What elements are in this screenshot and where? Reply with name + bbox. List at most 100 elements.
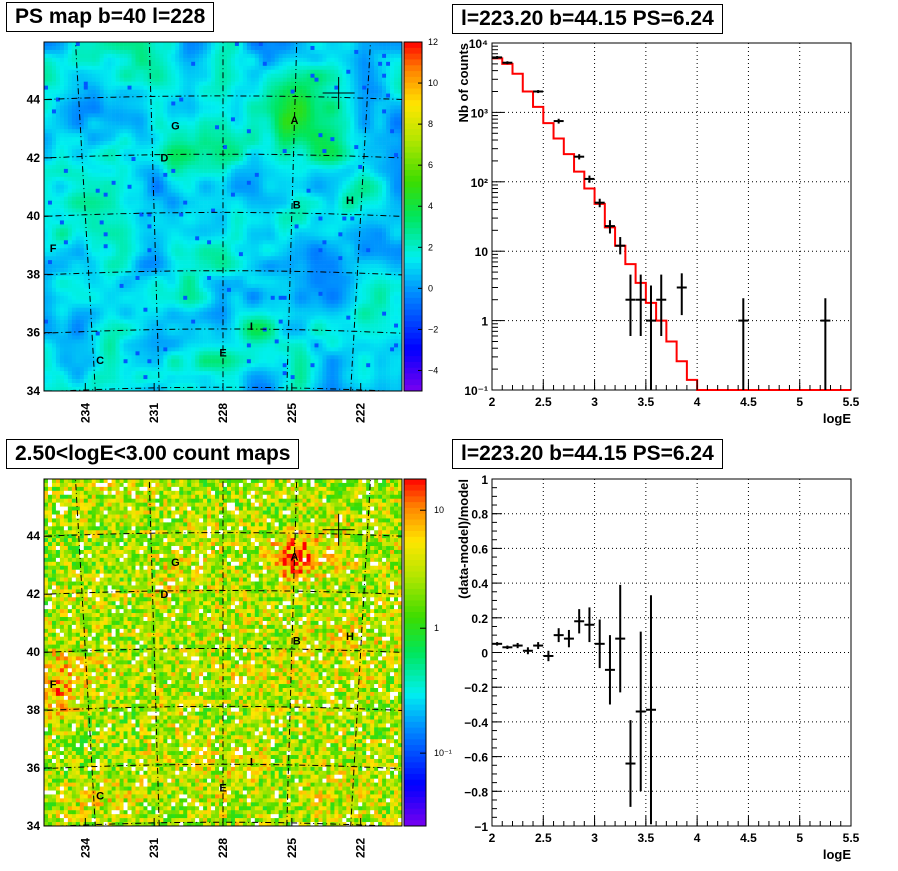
heat-cell [314, 81, 319, 86]
heat-cell [99, 228, 104, 233]
heat-cell [183, 188, 188, 194]
heat-cell [346, 57, 351, 63]
heat-cell [195, 69, 200, 75]
heat-cell [246, 57, 252, 63]
heat-cell [55, 236, 61, 241]
heat-cell [326, 69, 331, 75]
heat-cell [107, 176, 112, 182]
heat-cell [143, 192, 148, 197]
heat-cell [266, 184, 272, 190]
heat-cell [103, 85, 108, 90]
heat-cell [223, 113, 228, 118]
heat-cell [258, 109, 264, 114]
heat-cell [362, 216, 367, 221]
heat-cell [59, 149, 65, 154]
heat-cell [223, 65, 228, 71]
heat-cell [211, 81, 216, 86]
heat-cell [191, 57, 196, 63]
heat-cell [159, 149, 164, 154]
heat-cell [306, 192, 311, 197]
heat-cell [87, 69, 93, 75]
heat-cell [159, 208, 164, 213]
heat-cell [346, 184, 351, 190]
heat-cell [155, 77, 160, 82]
heat-cell [322, 125, 327, 130]
heat-cell [63, 240, 69, 245]
heat-cell [219, 53, 224, 59]
heat-cell [139, 53, 144, 59]
heat-cell [175, 172, 180, 178]
heat-cell [350, 113, 355, 118]
heat-cell [87, 176, 93, 182]
heat-cell [135, 236, 140, 241]
heat-cell [91, 129, 97, 134]
heat-cell [258, 61, 264, 67]
heat-cell [179, 53, 184, 59]
heat-cell [199, 117, 204, 122]
heat-cell [67, 97, 73, 102]
heat-cell [59, 192, 65, 197]
heat-cell [310, 180, 315, 186]
heat-cell [358, 141, 363, 146]
heat-cell [127, 105, 132, 110]
heat-cell [191, 89, 196, 94]
heat-cell [350, 168, 355, 174]
heat-cell [350, 232, 355, 237]
heat-cell [167, 89, 172, 94]
heat-cell [230, 244, 236, 249]
heat-cell [314, 236, 319, 241]
heat-cell [83, 133, 89, 138]
heat-cell [306, 145, 311, 150]
heat-cell [44, 188, 49, 194]
heat-cell [99, 232, 104, 237]
heat-cell [51, 196, 57, 201]
heat-cell [242, 117, 248, 122]
heat-cell [47, 117, 53, 122]
heat-cell [211, 73, 216, 78]
heat-cell [83, 196, 89, 201]
heat-cell [147, 160, 152, 166]
heat-cell [179, 212, 184, 217]
heat-cell [191, 42, 196, 47]
heat-cell [191, 73, 196, 78]
heat-cell [67, 160, 73, 166]
heat-cell [334, 61, 339, 67]
heat-cell [374, 208, 379, 213]
heat-cell [175, 208, 180, 213]
heat-cell [374, 97, 379, 102]
heat-cell [294, 252, 299, 257]
heat-cell [306, 256, 311, 261]
heat-cell [175, 77, 180, 82]
heat-cell [362, 200, 367, 205]
heat-cell [167, 121, 172, 126]
heat-cell [187, 196, 192, 201]
heat-cell [374, 248, 379, 253]
heat-cell [258, 42, 264, 47]
heat-cell [306, 200, 311, 205]
heat-cell [334, 129, 339, 134]
heat-cell [386, 224, 391, 229]
heat-cell [191, 212, 196, 217]
heat-cell [286, 89, 291, 94]
heat-cell [250, 42, 256, 47]
heat-cell [47, 188, 53, 194]
heat-cell [215, 192, 220, 197]
heat-cell [215, 216, 220, 221]
heat-cell [203, 164, 208, 170]
heat-cell [254, 232, 260, 237]
heat-cell [131, 61, 136, 67]
heat-cell [338, 81, 343, 86]
heat-cell [374, 192, 379, 197]
heat-cell [234, 164, 240, 170]
heat-cell [71, 168, 77, 174]
heat-cell [147, 109, 152, 114]
heat-cell [310, 204, 315, 209]
heat-cell [310, 53, 315, 59]
heat-cell [171, 256, 176, 261]
heat-cell [103, 228, 108, 233]
heat-cell [374, 57, 379, 63]
heat-cell [163, 184, 168, 190]
heat-cell [242, 220, 248, 225]
heat-cell [115, 45, 120, 51]
heat-cell [246, 212, 252, 217]
